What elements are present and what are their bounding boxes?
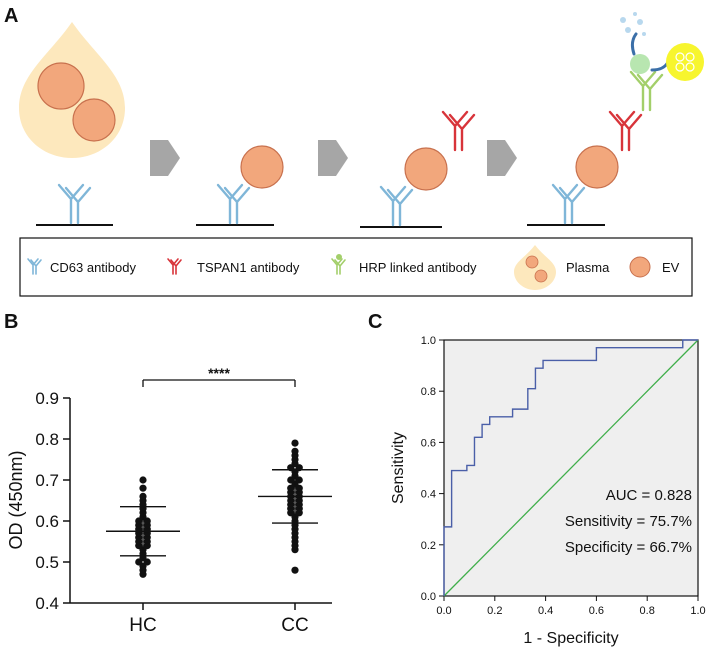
legend-tspan1: TSPAN1 antibody bbox=[197, 260, 300, 275]
y-tick-label: 0.6 bbox=[421, 437, 436, 449]
cd63-antibody-icon bbox=[379, 185, 414, 227]
y-tick-label: 0.4 bbox=[35, 594, 59, 613]
ev-circle bbox=[72, 98, 116, 142]
y-tick-label: 0.7 bbox=[35, 471, 59, 490]
y-tick-label: 0.0 bbox=[421, 591, 436, 603]
panel-label-a: A bbox=[4, 5, 18, 27]
y-tick-label: 0.8 bbox=[421, 386, 436, 398]
y-tick-label: 0.4 bbox=[421, 489, 436, 501]
x-tick-label: 0.2 bbox=[487, 605, 502, 617]
tspan1-antibody-icon bbox=[441, 110, 476, 152]
panel-label-b: B bbox=[4, 311, 18, 333]
step-arrow-icon bbox=[318, 140, 348, 176]
x-tick-label: CC bbox=[281, 615, 308, 636]
reaction-arrow-icon bbox=[650, 60, 670, 72]
roc-chart: 0.0 0.2 0.4 0.6 0.8 1.0 0.0 0.2 0.4 0.6 0.8 1.0 Sen… bbox=[390, 335, 706, 647]
step-1 bbox=[36, 183, 113, 226]
x-tick-label: 0.0 bbox=[436, 605, 451, 617]
ev-circle bbox=[404, 147, 448, 191]
x-tick-label: 0.6 bbox=[589, 605, 604, 617]
reference-diagonal-line bbox=[443, 339, 699, 597]
hrp-antibody-icon bbox=[629, 70, 664, 112]
x-tick-label: 0.4 bbox=[538, 605, 553, 617]
step-2 bbox=[196, 145, 284, 226]
y-tick-label: 1.0 bbox=[421, 335, 436, 347]
cd63-antibody-icon bbox=[551, 183, 586, 225]
legend-hrp: HRP linked antibody bbox=[359, 260, 477, 275]
ev-circle bbox=[37, 62, 85, 110]
y-axis-label: OD (450nm) bbox=[6, 450, 26, 549]
ev-circle bbox=[240, 145, 284, 189]
y-tick-label: 0.8 bbox=[35, 430, 59, 449]
step-arrow-icon bbox=[150, 140, 180, 176]
reaction-arrow-icon bbox=[630, 32, 638, 56]
ev-circle bbox=[575, 145, 619, 189]
data-point bbox=[291, 447, 299, 455]
specificity-annotation: Specificity = 66.7% bbox=[565, 539, 692, 556]
y-tick-label: 0.9 bbox=[35, 389, 59, 408]
auc-annotation: AUC = 0.828 bbox=[606, 487, 692, 504]
sensitivity-annotation: Sensitivity = 75.7% bbox=[565, 513, 692, 530]
plasma-drop bbox=[19, 22, 125, 158]
roc-curve-line bbox=[443, 339, 698, 596]
y-tick-label: 0.6 bbox=[35, 512, 59, 531]
data-point bbox=[291, 439, 299, 447]
legend-cd63: CD63 antibody bbox=[50, 260, 136, 275]
cd63-antibody-icon bbox=[57, 183, 92, 225]
data-point bbox=[139, 484, 147, 492]
y-tick-label: 0.5 bbox=[35, 553, 59, 572]
significance-stars: **** bbox=[208, 365, 230, 381]
data-point bbox=[139, 476, 147, 484]
ev-icon bbox=[629, 256, 651, 278]
legend: CD63 antibody TSPAN1 antibody HRP linked… bbox=[19, 237, 693, 297]
legend-ev: EV bbox=[662, 260, 680, 275]
y-axis-label: Sensitivity bbox=[390, 432, 407, 504]
y-tick-label: 0.2 bbox=[421, 540, 436, 552]
x-axis-label: 1 - Specificity bbox=[523, 630, 618, 647]
step-4 bbox=[527, 12, 704, 226]
hrp-enzyme-icon bbox=[630, 54, 650, 74]
x-tick-label: HC bbox=[129, 615, 156, 636]
data-point bbox=[291, 566, 299, 574]
legend-plasma: Plasma bbox=[566, 260, 610, 275]
panel-label-c: C bbox=[368, 311, 382, 333]
x-tick-label: 1.0 bbox=[690, 605, 705, 617]
data-point bbox=[139, 492, 147, 500]
x-tick-label: 0.8 bbox=[640, 605, 655, 617]
od-scatter-chart: OD (450nm) 0.4 0.5 0.6 0.7 0.8 0.9 HC CC **** bbox=[6, 365, 332, 636]
cd63-antibody-icon bbox=[216, 183, 251, 225]
step-arrow-icon bbox=[487, 140, 517, 176]
tspan1-antibody-icon bbox=[608, 110, 643, 152]
substrate-icon bbox=[666, 43, 704, 81]
step-3 bbox=[360, 110, 476, 228]
